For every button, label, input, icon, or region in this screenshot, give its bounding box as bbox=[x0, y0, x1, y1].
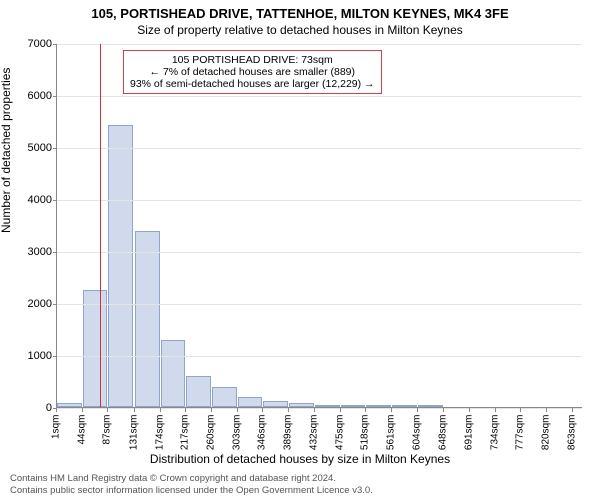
histogram-bar bbox=[186, 376, 211, 407]
ytick-mark bbox=[53, 44, 57, 45]
xtick-label: 561sqm bbox=[386, 415, 397, 465]
ytick-mark bbox=[53, 304, 57, 305]
xtick-mark bbox=[56, 408, 57, 412]
histogram-bar bbox=[263, 401, 288, 407]
xtick-label: 648sqm bbox=[438, 415, 449, 465]
footer: Contains HM Land Registry data © Crown c… bbox=[10, 473, 373, 496]
xtick-mark bbox=[443, 408, 444, 412]
ytick-mark bbox=[53, 356, 57, 357]
xtick-mark bbox=[262, 408, 263, 412]
xtick-mark bbox=[495, 408, 496, 412]
ytick-mark bbox=[53, 252, 57, 253]
gridline bbox=[57, 200, 582, 201]
histogram-bar bbox=[212, 387, 237, 407]
footer-line-2: Contains public sector information licen… bbox=[10, 485, 373, 496]
xtick-label: 303sqm bbox=[231, 415, 242, 465]
xtick-label: 346sqm bbox=[257, 415, 268, 465]
xtick-label: 389sqm bbox=[283, 415, 294, 465]
gridline bbox=[57, 148, 582, 149]
ytick-label: 0 bbox=[12, 402, 52, 414]
annotation-line-1: 105 PORTISHEAD DRIVE: 73sqm bbox=[130, 54, 375, 66]
gridline bbox=[57, 44, 582, 45]
xtick-label: 604sqm bbox=[411, 415, 422, 465]
xtick-label: 777sqm bbox=[515, 415, 526, 465]
gridline bbox=[57, 408, 582, 409]
histogram-bar bbox=[57, 403, 82, 407]
xtick-mark bbox=[211, 408, 212, 412]
histogram-bar bbox=[83, 290, 108, 407]
ytick-label: 2000 bbox=[12, 298, 52, 310]
xtick-mark bbox=[288, 408, 289, 412]
xtick-mark bbox=[340, 408, 341, 412]
xtick-mark bbox=[160, 408, 161, 412]
histogram-bar bbox=[135, 231, 160, 407]
xtick-label: 44sqm bbox=[76, 415, 87, 465]
ytick-label: 6000 bbox=[12, 90, 52, 102]
histogram-bar bbox=[341, 405, 366, 407]
gridline bbox=[57, 96, 582, 97]
xtick-mark bbox=[469, 408, 470, 412]
ytick-label: 3000 bbox=[12, 246, 52, 258]
histogram-bar bbox=[289, 403, 314, 407]
ytick-label: 5000 bbox=[12, 142, 52, 154]
histogram-bar bbox=[108, 125, 133, 407]
histogram-bar bbox=[315, 405, 340, 407]
xtick-mark bbox=[572, 408, 573, 412]
ytick-mark bbox=[53, 200, 57, 201]
xtick-mark bbox=[546, 408, 547, 412]
xtick-label: 131sqm bbox=[128, 415, 139, 465]
xtick-label: 432sqm bbox=[308, 415, 319, 465]
ytick-label: 4000 bbox=[12, 194, 52, 206]
xtick-label: 217sqm bbox=[180, 415, 191, 465]
xtick-mark bbox=[520, 408, 521, 412]
xtick-mark bbox=[365, 408, 366, 412]
gridline bbox=[57, 356, 582, 357]
annotation-line-3: 93% of semi-detached houses are larger (… bbox=[130, 78, 375, 90]
footer-line-1: Contains HM Land Registry data © Crown c… bbox=[10, 473, 373, 484]
xtick-label: 1sqm bbox=[51, 415, 62, 465]
annotation-box: 105 PORTISHEAD DRIVE: 73sqm ← 7% of deta… bbox=[123, 50, 382, 94]
property-size-chart: 105, PORTISHEAD DRIVE, TATTENHOE, MILTON… bbox=[0, 0, 600, 500]
xtick-mark bbox=[237, 408, 238, 412]
annotation-line-2: ← 7% of detached houses are smaller (889… bbox=[130, 66, 375, 78]
xtick-mark bbox=[107, 408, 108, 412]
chart-title-1: 105, PORTISHEAD DRIVE, TATTENHOE, MILTON… bbox=[0, 0, 600, 21]
xtick-label: 734sqm bbox=[489, 415, 500, 465]
histogram-bar bbox=[418, 405, 443, 407]
xtick-mark bbox=[391, 408, 392, 412]
xtick-mark bbox=[82, 408, 83, 412]
xtick-mark bbox=[134, 408, 135, 412]
marker-line bbox=[100, 44, 101, 407]
xtick-label: 820sqm bbox=[541, 415, 552, 465]
histogram-bar bbox=[366, 405, 391, 407]
xtick-label: 260sqm bbox=[205, 415, 216, 465]
xtick-label: 518sqm bbox=[360, 415, 371, 465]
gridline bbox=[57, 304, 582, 305]
histogram-bar bbox=[392, 405, 417, 407]
xtick-label: 863sqm bbox=[566, 415, 577, 465]
gridline bbox=[57, 252, 582, 253]
ytick-label: 7000 bbox=[12, 38, 52, 50]
ytick-mark bbox=[53, 96, 57, 97]
plot-area: 105 PORTISHEAD DRIVE: 73sqm ← 7% of deta… bbox=[56, 44, 582, 408]
ytick-label: 1000 bbox=[12, 350, 52, 362]
histogram-bar bbox=[161, 340, 186, 407]
xtick-mark bbox=[417, 408, 418, 412]
xtick-label: 174sqm bbox=[154, 415, 165, 465]
xtick-mark bbox=[314, 408, 315, 412]
histogram-bar bbox=[238, 397, 263, 407]
x-axis-label: Distribution of detached houses by size … bbox=[0, 452, 600, 466]
xtick-mark bbox=[185, 408, 186, 412]
xtick-label: 87sqm bbox=[102, 415, 113, 465]
chart-title-2: Size of property relative to detached ho… bbox=[0, 21, 600, 37]
ytick-mark bbox=[53, 148, 57, 149]
xtick-label: 691sqm bbox=[463, 415, 474, 465]
xtick-label: 475sqm bbox=[334, 415, 345, 465]
